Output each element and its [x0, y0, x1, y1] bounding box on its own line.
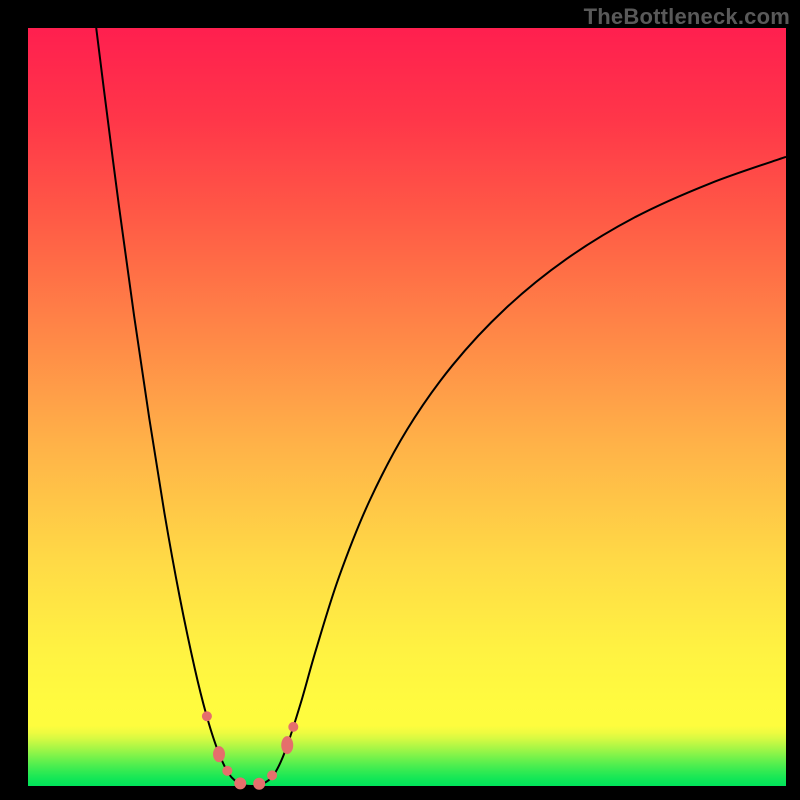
- curve-marker: [288, 722, 298, 732]
- chart-root: { "watermark": { "text": "TheBottleneck.…: [0, 0, 800, 800]
- bottleneck-curve: [96, 28, 786, 786]
- curve-markers: [202, 711, 298, 789]
- curve-marker: [267, 770, 277, 780]
- plot-area: [28, 28, 786, 786]
- curve-marker: [213, 746, 225, 762]
- watermark-text: TheBottleneck.com: [584, 4, 790, 30]
- curve-layer: [28, 28, 786, 786]
- curve-marker: [234, 777, 246, 789]
- curve-marker: [253, 778, 265, 790]
- curve-marker: [281, 736, 293, 754]
- curve-marker: [202, 711, 212, 721]
- curve-marker: [222, 766, 232, 776]
